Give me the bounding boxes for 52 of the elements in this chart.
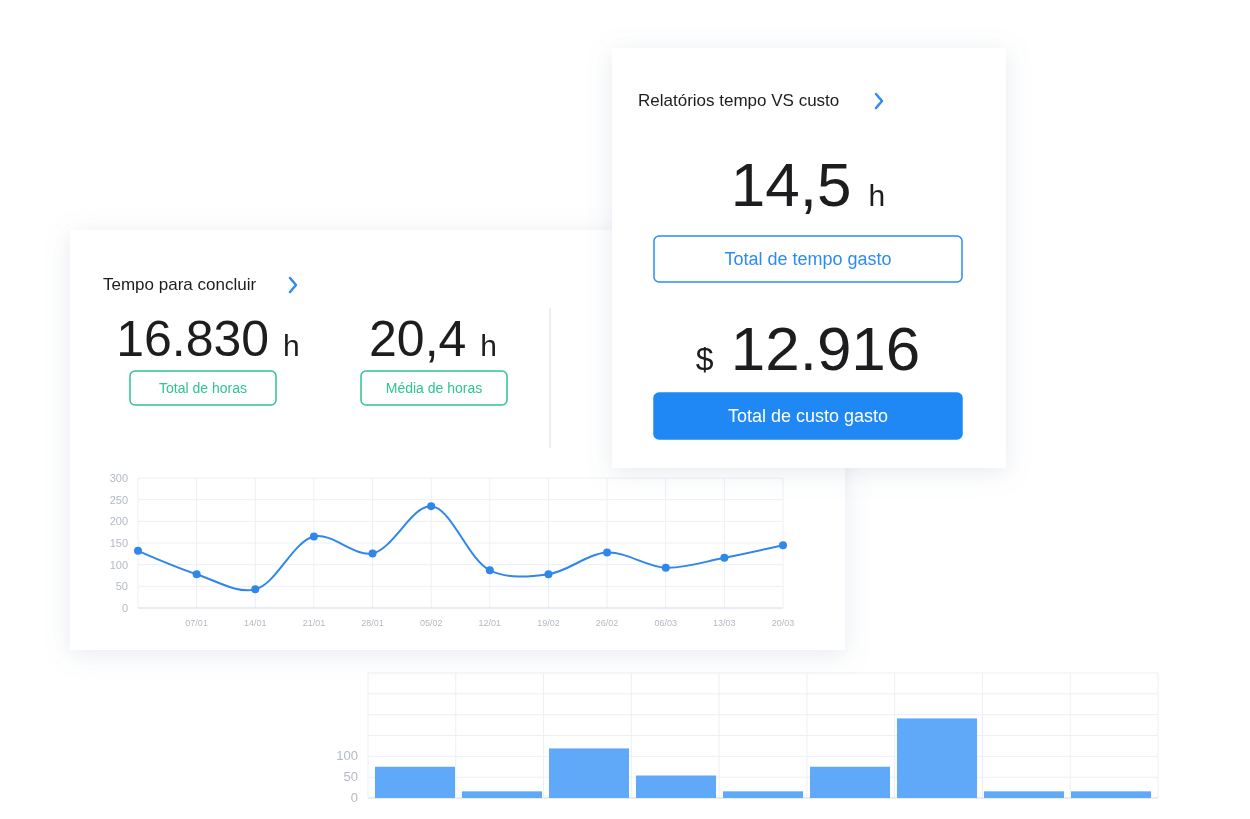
x-tick-label: 21/01 <box>302 618 326 628</box>
text: Total de tempo gasto <box>724 249 892 270</box>
x-tick-label: 07/01 <box>185 618 208 628</box>
x-tick-label: 26/02 <box>595 618 619 628</box>
point <box>603 548 612 557</box>
text: Total de horas <box>159 379 247 396</box>
y-tick-label: 50 <box>343 769 358 785</box>
bar <box>635 775 717 798</box>
x-tick-label: 14/01 <box>244 618 267 628</box>
x-tick-label: 19/02 <box>537 618 560 628</box>
bar <box>548 748 630 798</box>
text: 20,4 h <box>369 311 497 367</box>
text: $ 12.916 <box>695 314 921 383</box>
bar <box>461 791 543 798</box>
y-tick-label: 250 <box>109 493 128 506</box>
bar <box>809 766 891 798</box>
x-tick-label: 20/03 <box>771 618 795 628</box>
text: 16.830 h <box>116 311 300 367</box>
y-tick-label: 0 <box>350 790 358 805</box>
y-tick-label: 100 <box>336 748 358 764</box>
bar <box>722 791 804 798</box>
y-tick-label: 50 <box>115 580 128 593</box>
x-tick-label: 05/02 <box>419 618 443 628</box>
bar <box>374 766 455 798</box>
point <box>192 570 201 579</box>
bar <box>896 718 978 798</box>
y-tick-label: 150 <box>109 537 128 549</box>
y-tick-label: 100 <box>109 558 128 571</box>
y-tick-label: 300 <box>109 472 128 484</box>
point <box>779 541 787 550</box>
chart-title: Tempo para concluir <box>103 275 257 294</box>
point <box>544 570 553 579</box>
point <box>134 546 142 555</box>
text: Relatórios tempo VS custo <box>638 91 840 110</box>
point <box>427 502 436 511</box>
x-tick-label: 12/01 <box>478 618 502 628</box>
point <box>661 563 670 572</box>
point <box>368 549 377 558</box>
x-tick-label: 06/03 <box>654 618 677 628</box>
bar <box>983 791 1065 798</box>
bar <box>1071 791 1152 798</box>
point <box>720 553 729 562</box>
y-tick-label: 200 <box>109 515 128 528</box>
text: 14,5 h <box>730 150 886 219</box>
point <box>309 532 318 541</box>
point <box>485 566 494 575</box>
text: Média de horas <box>385 379 483 396</box>
x-tick-label: 13/03 <box>713 618 736 628</box>
x-tick-label: 28/01 <box>361 618 384 628</box>
text: Total de custo gasto <box>727 406 889 427</box>
point <box>251 585 260 594</box>
y-tick-label: 0 <box>121 602 128 614</box>
